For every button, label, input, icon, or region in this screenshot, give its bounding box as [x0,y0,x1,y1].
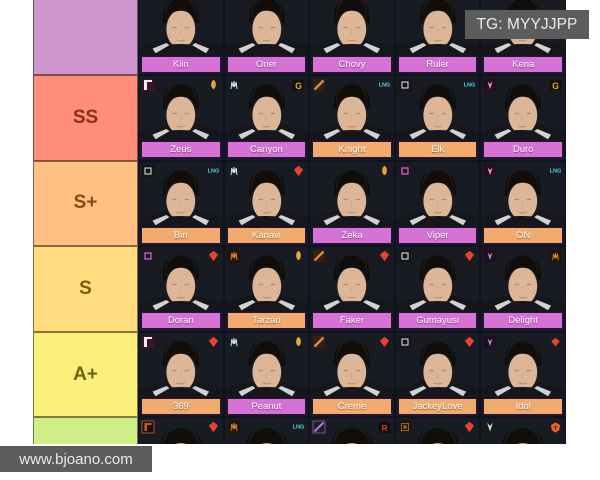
svg-text:LNG: LNG [207,168,219,174]
svg-text:T: T [554,426,558,432]
svg-text:LNG: LNG [293,425,305,431]
svg-text:LNG: LNG [378,82,390,88]
svg-text:LNG: LNG [550,168,562,174]
svg-text:LNG: LNG [464,82,476,88]
svg-text:G: G [552,81,559,91]
svg-text:R: R [381,423,387,433]
svg-text:G: G [295,81,302,91]
